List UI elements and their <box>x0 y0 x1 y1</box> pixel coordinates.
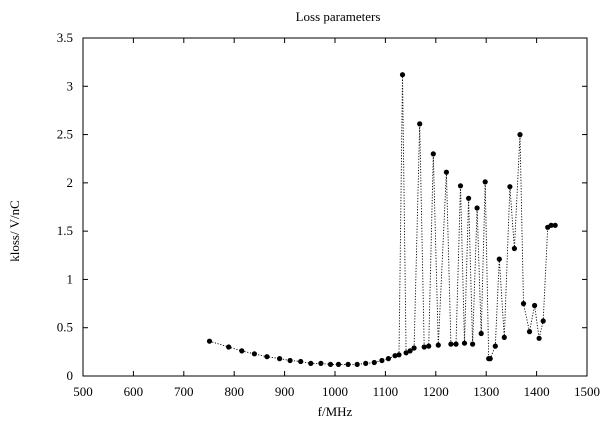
data-point <box>403 350 409 356</box>
data-point <box>520 301 527 307</box>
y-tick-label: 1 <box>67 271 74 286</box>
data-point <box>371 359 377 366</box>
y-tick-label: 3.5 <box>57 30 73 45</box>
data-point <box>335 361 342 367</box>
data-point <box>417 121 423 127</box>
data-point <box>206 338 213 344</box>
series-markers <box>206 72 558 367</box>
y-tick-label: 3 <box>67 78 74 93</box>
data-point <box>453 341 459 347</box>
data-point <box>487 356 493 362</box>
y-axis: 0 0.5 1 1.5 2 2.5 3 3.5 <box>57 30 587 383</box>
x-tick-label: 600 <box>124 384 144 399</box>
data-point <box>532 302 538 309</box>
data-point <box>536 335 542 341</box>
data-point <box>396 352 402 358</box>
data-point <box>318 360 324 366</box>
data-point <box>379 357 385 364</box>
data-point <box>540 318 546 324</box>
data-point <box>448 341 454 347</box>
data-point <box>517 132 523 138</box>
data-point <box>457 183 464 189</box>
data-point <box>239 348 245 354</box>
x-tick-label: 700 <box>174 384 194 399</box>
data-point <box>251 351 257 357</box>
data-point <box>345 361 351 367</box>
y-axis-label: kloss/ V/nC <box>7 200 22 262</box>
data-point <box>264 354 270 360</box>
data-point <box>407 348 413 354</box>
data-point <box>426 343 432 349</box>
data-point <box>327 361 334 367</box>
data-point <box>478 330 484 337</box>
data-point <box>277 356 283 362</box>
data-point <box>226 344 232 350</box>
data-point <box>482 179 488 185</box>
series-line <box>209 74 556 365</box>
data-point <box>363 360 369 366</box>
data-point <box>308 360 314 366</box>
x-tick-label: 1300 <box>473 384 499 399</box>
x-tick-label: 1500 <box>574 384 600 399</box>
data-point <box>496 256 502 262</box>
data-point <box>399 72 406 78</box>
x-tick-label: 500 <box>73 384 93 399</box>
data-point <box>354 361 360 367</box>
data-point <box>411 345 417 351</box>
x-tick-label: 900 <box>275 384 295 399</box>
data-point <box>552 222 558 228</box>
x-axis-label: f/MHz <box>318 404 353 419</box>
data-point <box>392 353 398 359</box>
data-point <box>421 344 427 350</box>
y-tick-label: 0.5 <box>57 320 73 335</box>
y-tick-label: 1.5 <box>57 223 73 238</box>
data-point <box>466 195 472 201</box>
x-tick-label: 1100 <box>373 384 399 399</box>
chart-title: Loss parameters <box>296 9 381 24</box>
y-tick-label: 2.5 <box>57 127 73 142</box>
data-point <box>511 245 517 252</box>
data-point <box>470 341 476 347</box>
data-point <box>435 342 441 348</box>
data-point <box>474 205 480 211</box>
data-point <box>443 169 449 175</box>
data-point <box>492 343 498 349</box>
x-tick-label: 1400 <box>524 384 550 399</box>
data-point <box>501 334 507 340</box>
x-tick-label: 1200 <box>423 384 449 399</box>
data-point <box>298 358 304 365</box>
data-point <box>385 356 391 362</box>
x-axis: 500 600 700 800 900 1000 1100 1200 1300 1400 1500 <box>73 38 600 399</box>
data-point <box>548 222 554 228</box>
y-tick-label: 0 <box>67 368 74 383</box>
data-point <box>526 329 533 335</box>
data-point <box>430 151 436 157</box>
x-tick-label: 800 <box>224 384 244 399</box>
y-tick-label: 2 <box>67 175 74 190</box>
data-point <box>287 357 293 364</box>
data-point <box>507 184 513 190</box>
x-tick-label: 1000 <box>322 384 348 399</box>
data-point <box>461 340 468 346</box>
